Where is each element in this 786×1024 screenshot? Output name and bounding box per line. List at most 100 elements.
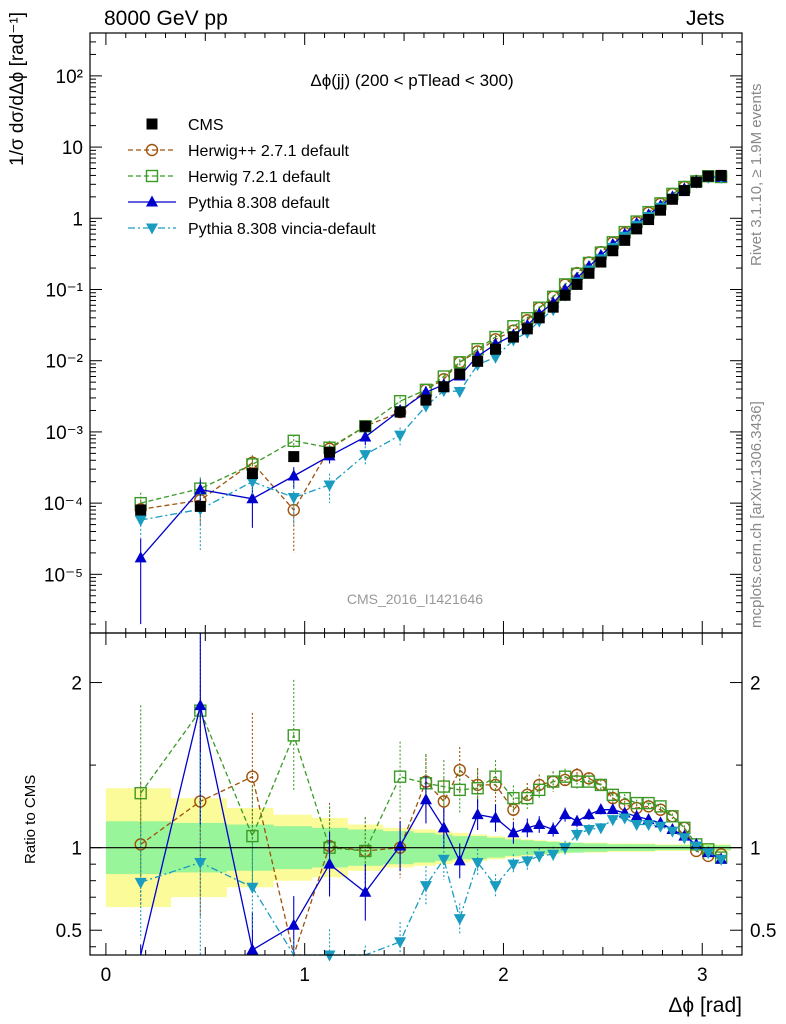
pythia-ratio-point [507,826,520,838]
rivet-version-label: Rivet 3.1.10, ≥ 1.9M events [748,83,765,267]
vincia-point [134,515,147,527]
y-tick-label: 10⁻⁵ [44,565,83,586]
herwig7-ratio-point [594,778,608,792]
vincia-ratio-point [521,856,534,868]
pythia-ratio-point [582,808,595,820]
vincia-point [323,480,336,492]
pythia-point [359,430,372,442]
herwig7-ratio-point [666,810,679,823]
pythia-point [134,551,147,563]
herwig7-ratio-point [507,791,520,805]
vincia-ratio-point [642,820,655,832]
vincia-ratio-point [715,854,728,866]
cms-data-point [619,234,631,246]
vincia-point [489,352,502,364]
ratio-tick-label-right: 2 [750,674,761,695]
vincia-point [359,450,372,462]
herwigpp-ratio-point [246,770,259,783]
pythia-ratio-point [419,793,432,805]
herwig7-ratio-point [533,783,546,797]
vincia-ratio-point [394,937,407,949]
y-tick-label: 10⁻¹ [46,280,84,301]
vincia-ratio-point [134,877,147,889]
tick-layer: 0 1 2 3 10⁻⁵ 10⁻⁴ 10⁻³ 10⁻² 10⁻¹ 1 10 10² 0.5 0.5 1 1 2 2 [44,32,776,986]
vincia-ratio-point [606,815,619,827]
herwig7-line [140,175,722,504]
legend-marker-herwig7 [145,169,159,183]
vincia-ratio-point [453,914,466,926]
x-tick-label: 2 [498,965,509,986]
legend: CMS Herwig++ 2.7.1 default Herwig 7.2.1 de… [128,117,376,238]
cms-data-point [571,278,583,290]
legend-label-pythia: Pythia 8.308 default [188,195,330,212]
ratio-tick-label-left: 0.5 [56,921,82,942]
pythia-ratio-point [533,818,546,830]
pythia-point [287,469,300,481]
pythia-point [419,385,432,397]
herwig7-ratio-point [606,788,619,802]
y-tick-label: 10⁻³ [46,423,84,444]
cms-data-point [472,355,484,367]
cms-data-point [631,223,643,235]
pythia-ratio-point [630,809,643,821]
vincia-ratio-point [547,849,560,861]
y-tick-label: 10⁻⁴ [44,494,83,515]
cms-data-point [533,312,545,324]
cms-data-point [583,267,595,279]
vincia-ratio-point [246,882,259,894]
cms-data-point [595,256,607,268]
mcplots-credit-label: mcplots.cern.ch [arXiv:1306.3436] [748,401,765,628]
cms-data-point [438,381,450,393]
pythia-point [246,492,259,504]
herwig7-ratio-point [558,770,572,783]
herwig7-ratio-point [437,780,451,793]
process-label: Jets [686,7,725,30]
cms-data-point [547,301,559,313]
cms-data-point [394,406,406,418]
cms-data-point [715,169,727,181]
herwig7-ratio-point [630,796,643,810]
pythia-ratio-point [559,808,572,820]
cms-data-point [359,420,371,432]
vincia-point [287,492,300,504]
cms-data-point [507,331,519,343]
x-tick-label: 0 [101,965,112,986]
pythia-ratio-point [453,854,466,866]
vincia-ratio-point [678,833,691,845]
pythia-ratio-point [471,808,484,820]
herwig7-ratio-point [570,775,584,788]
cms-data-point [655,204,666,216]
vincia-ratio-point [533,851,546,863]
herwig7-point [287,434,300,448]
pythia-ratio-point [246,943,259,955]
herwig7-ratio-point [287,729,300,742]
vincia-ratio-point [690,841,703,853]
herwigpp-ratio-point [437,795,451,808]
cms-data-point [324,446,336,458]
vincia-ratio-point [471,858,484,870]
legend-label-cms: CMS [188,117,224,134]
chart-title: Δϕ(jj) (200 < pTlead < 300) [310,71,513,90]
axes-frame [89,32,743,956]
legend-label-herwig7: Herwig 7.2.1 default [188,169,331,186]
vincia-ratio-point [654,821,667,833]
herwigpp-ratio-point [489,778,502,792]
pythia-ratio-point [606,803,619,815]
analysis-watermark: CMS_2016_I1421646 [347,591,483,607]
pythia-ratio-point [489,811,502,823]
cms-data-point [246,468,258,480]
ratio-tick-label-left: 2 [71,674,82,695]
pythia-ratio-point [359,885,372,897]
vincia-ratio-point [618,813,631,825]
vincia-ratio-point [507,859,520,871]
cms-data-point [559,289,571,301]
pythia-ratio-point [287,918,300,930]
cms-data-point [666,193,678,205]
legend-label-herwigpp: Herwig++ 2.7.1 default [188,143,350,160]
herwig7-ratio-point [582,775,596,788]
x-tick-label: 3 [697,965,708,986]
cms-data-point [194,500,206,512]
ratio-axis-label: Ratio to CMS [22,774,39,864]
legend-marker-vincia [146,223,158,235]
